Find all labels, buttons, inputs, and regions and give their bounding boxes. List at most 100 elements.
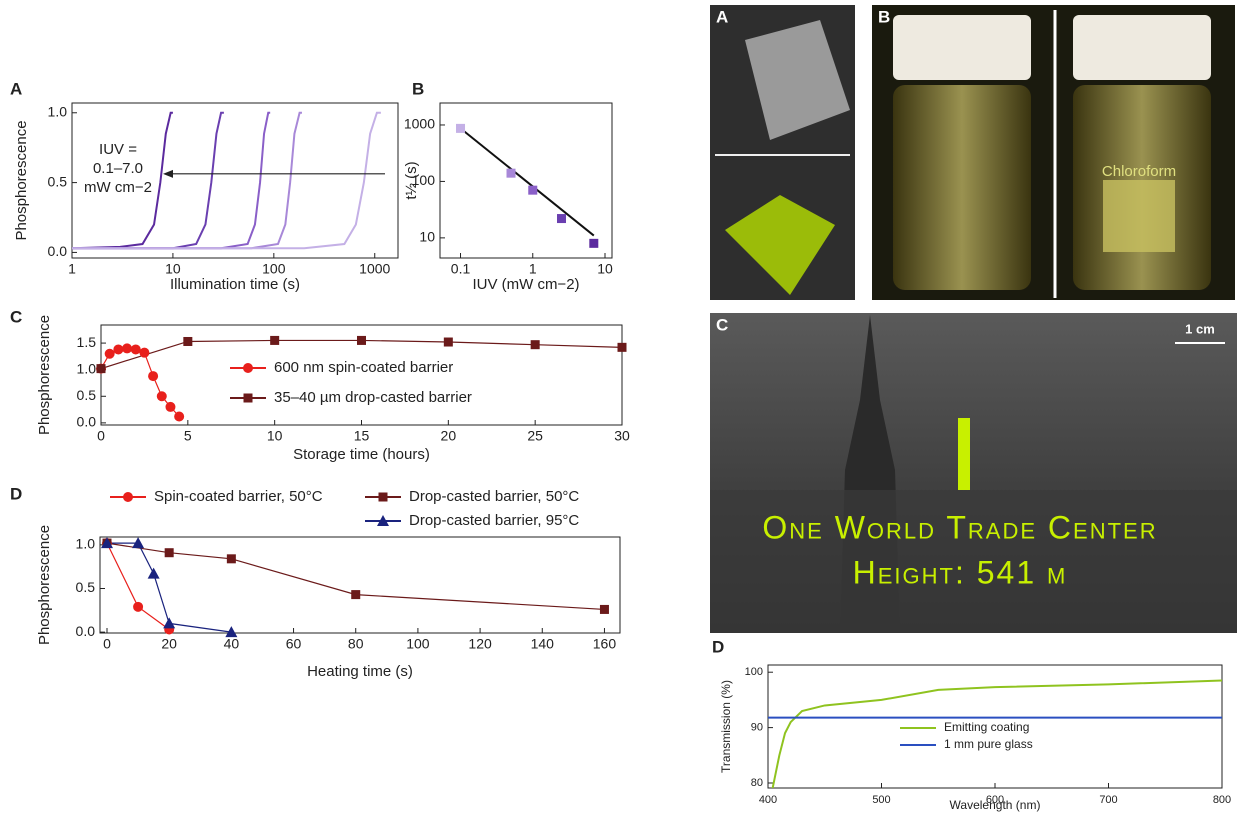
series-line	[461, 128, 594, 235]
panel-label: A	[10, 79, 22, 98]
point	[157, 391, 167, 401]
y-tick-label: 0.5	[77, 387, 97, 403]
x-tick-label: 10	[165, 261, 181, 277]
point	[165, 402, 175, 412]
x-tick-label: 800	[1213, 794, 1231, 806]
y-tick-label: 0.0	[48, 243, 68, 259]
point	[528, 186, 537, 195]
x-tick-label: 5	[184, 428, 192, 444]
y-axis-label: Phosphorescence	[13, 120, 30, 240]
annotation: 0.1–7.0	[93, 160, 143, 177]
cap	[1073, 15, 1211, 80]
plot-frame	[100, 537, 620, 633]
x-tick-label: 600	[986, 794, 1004, 806]
legend-label: Drop-casted barrier, 50°C	[409, 488, 579, 505]
photo-c: 1 cm One World Trade Center Height: 541 …	[710, 313, 1237, 633]
chart: A Illumination time (s) Phosphorescence 1 10…	[10, 79, 398, 292]
y-tick-label: 0.0	[76, 623, 96, 639]
legend-label: 1 mm pure glass	[944, 737, 1033, 751]
y-tick-label: 1.0	[76, 536, 96, 552]
plot-area	[107, 543, 604, 632]
x-tick-label: 700	[1099, 794, 1117, 806]
chart: CStorage time (hours)Phosphorescence0510…	[10, 307, 630, 462]
x-axis-label: IUV (mW cm−2)	[472, 276, 579, 293]
x-tick-label: 60	[286, 636, 302, 652]
panel-label: B	[878, 7, 890, 26]
photo-a: A	[710, 5, 855, 300]
x-tick-label: 1	[529, 261, 537, 277]
y-tick-label: 80	[751, 777, 763, 789]
x-tick-label: 15	[354, 428, 370, 444]
vial-label: Chloroform	[1102, 163, 1176, 180]
y-tick-label: 0.5	[48, 173, 68, 189]
y-axis-label: Transmission (%)	[719, 680, 733, 773]
panel-label: B	[412, 79, 424, 98]
x-tick-label: 0	[97, 428, 105, 444]
x-tick-label: 500	[872, 794, 890, 806]
x-tick-label: 100	[262, 261, 286, 277]
point	[122, 343, 132, 353]
point	[163, 617, 175, 628]
x-tick-label: 1000	[359, 261, 390, 277]
y-tick-label: 1.0	[48, 103, 68, 119]
x-axis-label: Storage time (hours)	[293, 446, 430, 463]
series-line	[107, 543, 604, 609]
point	[139, 348, 149, 358]
plot-area	[461, 128, 594, 235]
point	[357, 336, 366, 345]
panel-label: A	[716, 7, 728, 26]
x-tick-label: 10	[267, 428, 283, 444]
y-tick-label: 100	[412, 172, 436, 188]
cap	[893, 15, 1031, 80]
point	[148, 371, 158, 381]
legend-label: Emitting coating	[944, 720, 1029, 734]
y-tick-label: 90	[751, 722, 763, 734]
point	[174, 411, 184, 421]
annotation: mW cm−2	[84, 179, 152, 196]
legend-marker	[244, 394, 253, 403]
point	[165, 548, 174, 557]
point	[507, 169, 516, 178]
x-tick-label: 400	[759, 794, 777, 806]
scale-label: 1 cm	[1185, 321, 1215, 336]
legend-label: Drop-casted barrier, 95°C	[409, 512, 579, 529]
x-tick-label: 100	[406, 636, 430, 652]
legend-label: 35–40 µm drop-casted barrier	[274, 389, 472, 406]
x-axis-label: Illumination time (s)	[170, 276, 300, 293]
panel-label: C	[716, 315, 728, 334]
y-axis-label: Phosphorescence	[36, 525, 53, 645]
x-tick-label: 120	[468, 636, 492, 652]
x-axis-label: Heating time (s)	[307, 663, 413, 680]
x-tick-label: 30	[614, 428, 630, 444]
point	[456, 124, 465, 133]
legend-label: 600 nm spin-coated barrier	[274, 359, 453, 376]
x-tick-label: 25	[527, 428, 543, 444]
legend-label: Spin-coated barrier, 50°C	[154, 488, 323, 505]
y-tick-label: 0.0	[77, 414, 97, 430]
y-tick-label: 1.0	[77, 360, 97, 376]
y-tick-label: 1000	[404, 116, 435, 132]
point	[618, 343, 627, 352]
point	[557, 214, 566, 223]
point	[589, 239, 598, 248]
x-tick-label: 0.1	[451, 261, 471, 277]
point	[131, 344, 141, 354]
legend-marker	[123, 492, 133, 502]
tower-glow	[958, 418, 970, 490]
figure: A Chloroform B 1 cm One World Trade Cent…	[0, 0, 1239, 816]
x-tick-label: 0	[103, 636, 111, 652]
x-tick-label: 20	[441, 428, 457, 444]
point	[531, 340, 540, 349]
point	[133, 602, 143, 612]
point	[113, 344, 123, 354]
y-tick-label: 100	[745, 666, 763, 678]
x-tick-label: 10	[597, 261, 613, 277]
point	[600, 605, 609, 614]
x-tick-label: 20	[161, 636, 177, 652]
x-tick-label: 140	[531, 636, 555, 652]
x-tick-label: 1	[68, 261, 76, 277]
point	[105, 349, 115, 359]
point	[351, 590, 360, 599]
x-tick-label: 40	[224, 636, 240, 652]
